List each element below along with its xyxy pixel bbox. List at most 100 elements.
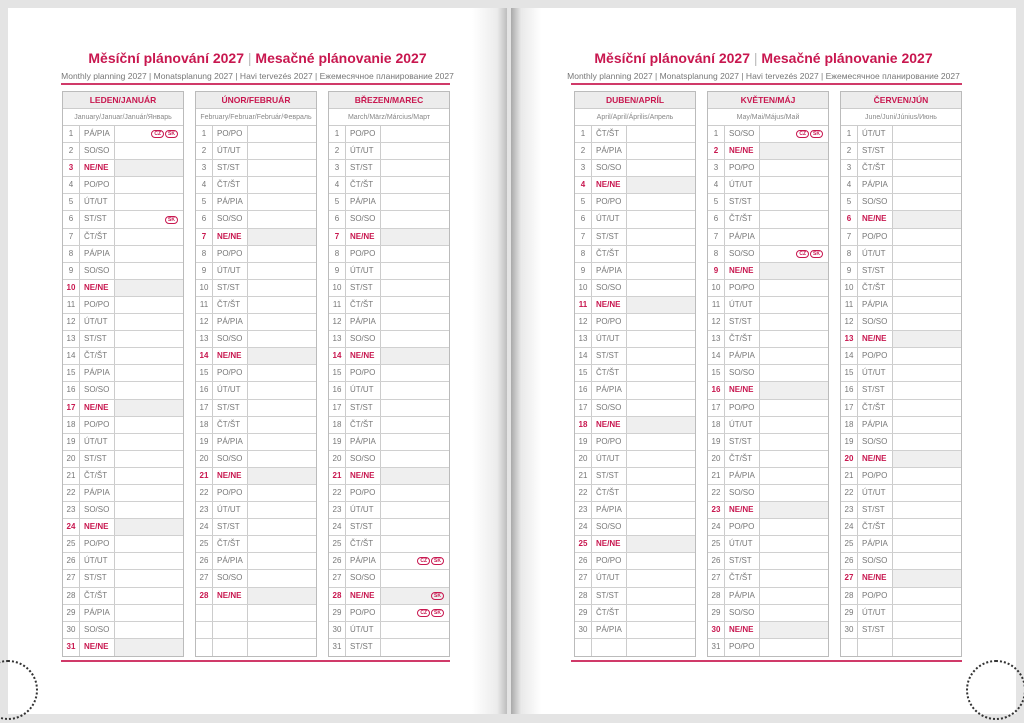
note-cell[interactable] <box>893 211 961 228</box>
note-cell[interactable] <box>760 262 828 279</box>
note-cell[interactable] <box>760 588 828 604</box>
note-cell[interactable] <box>115 297 183 313</box>
note-cell[interactable] <box>627 246 695 262</box>
note-cell[interactable] <box>381 467 449 484</box>
note-cell[interactable] <box>115 622 183 638</box>
note-cell[interactable] <box>760 160 828 176</box>
note-cell[interactable] <box>760 519 828 535</box>
note-cell[interactable] <box>381 536 449 552</box>
note-cell[interactable] <box>248 331 316 347</box>
note-cell[interactable] <box>115 417 183 433</box>
note-cell[interactable] <box>115 263 183 279</box>
note-cell[interactable] <box>627 416 695 433</box>
note-cell[interactable] <box>115 502 183 518</box>
note-cell[interactable] <box>248 348 316 365</box>
note-cell[interactable] <box>893 570 961 587</box>
note-cell[interactable] <box>893 143 961 159</box>
note-cell[interactable] <box>760 570 828 586</box>
note-cell[interactable] <box>760 468 828 484</box>
note-cell[interactable] <box>760 621 828 638</box>
note-cell[interactable] <box>381 143 449 159</box>
note-cell[interactable] <box>627 519 695 535</box>
note-cell[interactable] <box>760 382 828 399</box>
note-cell[interactable] <box>893 519 961 535</box>
note-cell[interactable] <box>381 297 449 313</box>
note-cell[interactable] <box>248 160 316 176</box>
note-cell[interactable] <box>760 365 828 381</box>
note-cell[interactable] <box>381 382 449 398</box>
note-cell[interactable] <box>893 485 961 501</box>
note-cell[interactable] <box>760 400 828 416</box>
note-cell[interactable] <box>381 194 449 210</box>
note-cell[interactable] <box>760 451 828 467</box>
note-cell[interactable] <box>115 348 183 364</box>
note-cell[interactable] <box>627 348 695 364</box>
note-cell[interactable] <box>893 502 961 518</box>
note-cell[interactable] <box>248 143 316 159</box>
note-cell[interactable] <box>381 485 449 501</box>
note-cell[interactable] <box>115 638 183 656</box>
note-cell[interactable] <box>115 468 183 484</box>
note-cell[interactable] <box>760 536 828 552</box>
note-cell[interactable] <box>627 280 695 296</box>
note-cell[interactable] <box>248 553 316 569</box>
note-cell[interactable] <box>627 382 695 398</box>
note-cell[interactable] <box>893 177 961 193</box>
note-cell[interactable] <box>248 365 316 381</box>
note-cell[interactable] <box>115 605 183 621</box>
note-cell[interactable] <box>248 297 316 313</box>
note-cell[interactable]: SK <box>115 211 183 227</box>
note-cell[interactable] <box>381 228 449 245</box>
note-cell[interactable] <box>893 622 961 638</box>
note-cell[interactable] <box>115 536 183 552</box>
note-cell[interactable] <box>893 450 961 467</box>
note-cell[interactable] <box>893 126 961 142</box>
note-cell[interactable] <box>627 160 695 176</box>
note-cell[interactable] <box>627 229 695 245</box>
note-cell[interactable] <box>893 468 961 484</box>
note-cell[interactable] <box>760 331 828 347</box>
note-cell[interactable] <box>760 143 828 160</box>
note-cell[interactable] <box>627 177 695 194</box>
note-cell[interactable] <box>381 502 449 518</box>
note-cell[interactable] <box>627 263 695 279</box>
note-cell[interactable] <box>248 382 316 398</box>
note-cell[interactable] <box>893 194 961 210</box>
note-cell[interactable] <box>115 399 183 416</box>
note-cell[interactable] <box>627 536 695 553</box>
note-cell[interactable] <box>760 639 828 656</box>
note-cell[interactable]: SK <box>381 587 449 604</box>
note-cell[interactable] <box>381 639 449 656</box>
note-cell[interactable] <box>381 263 449 279</box>
note-cell[interactable] <box>115 160 183 177</box>
note-cell[interactable] <box>248 639 316 656</box>
note-cell[interactable] <box>381 126 449 142</box>
note-cell[interactable] <box>760 280 828 296</box>
note-cell[interactable] <box>893 382 961 398</box>
note-cell[interactable] <box>893 553 961 569</box>
note-cell[interactable] <box>115 314 183 330</box>
note-cell[interactable] <box>760 348 828 364</box>
note-cell[interactable] <box>760 502 828 519</box>
note-cell[interactable] <box>893 229 961 245</box>
note-cell[interactable] <box>115 331 183 347</box>
note-cell[interactable] <box>893 639 961 656</box>
note-cell[interactable] <box>893 365 961 381</box>
note-cell[interactable] <box>893 605 961 621</box>
note-cell[interactable]: CZ SK <box>760 246 828 262</box>
note-cell[interactable] <box>248 246 316 262</box>
note-cell[interactable] <box>760 211 828 227</box>
note-cell[interactable] <box>115 588 183 604</box>
note-cell[interactable] <box>115 143 183 159</box>
note-cell[interactable] <box>248 536 316 552</box>
note-cell[interactable] <box>115 451 183 467</box>
note-cell[interactable] <box>760 229 828 245</box>
note-cell[interactable] <box>627 622 695 638</box>
note-cell[interactable] <box>248 263 316 279</box>
note-cell[interactable] <box>893 400 961 416</box>
note-cell[interactable] <box>760 553 828 569</box>
note-cell[interactable] <box>893 246 961 262</box>
note-cell[interactable] <box>248 194 316 210</box>
note-cell[interactable] <box>381 519 449 535</box>
note-cell[interactable] <box>248 417 316 433</box>
